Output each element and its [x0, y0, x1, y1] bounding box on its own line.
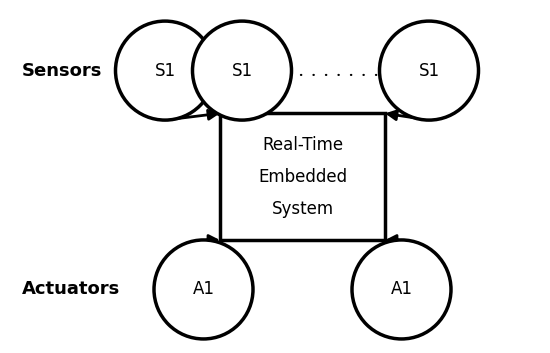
Text: . . . . . . .: . . . . . . .	[298, 62, 379, 79]
Text: S1: S1	[232, 62, 252, 79]
Text: S1: S1	[155, 62, 175, 79]
Ellipse shape	[154, 240, 253, 339]
Text: S1: S1	[419, 62, 439, 79]
Ellipse shape	[192, 21, 292, 120]
Text: Actuators: Actuators	[22, 281, 120, 298]
Ellipse shape	[352, 240, 451, 339]
Text: A1: A1	[192, 281, 215, 298]
FancyBboxPatch shape	[220, 113, 385, 240]
Ellipse shape	[116, 21, 214, 120]
Text: A1: A1	[390, 281, 412, 298]
Text: Sensors: Sensors	[22, 62, 102, 79]
Text: Real-Time
Embedded
System: Real-Time Embedded System	[258, 136, 347, 217]
Ellipse shape	[379, 21, 478, 120]
